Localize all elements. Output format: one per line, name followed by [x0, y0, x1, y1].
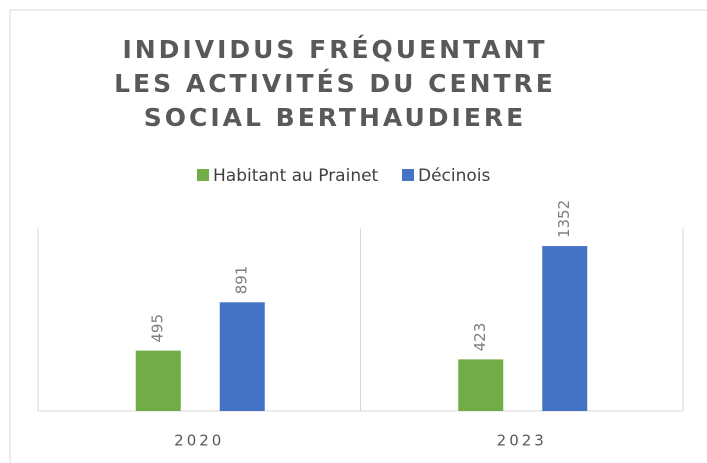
bar	[542, 246, 588, 411]
chart-frame	[9, 9, 707, 463]
bar	[219, 302, 265, 411]
legend-swatch	[197, 169, 209, 181]
legend-label: Habitant au Prainet	[213, 166, 379, 186]
data-label: 1352	[555, 200, 573, 238]
legend-label: Décinois	[418, 166, 491, 186]
bar	[458, 359, 504, 411]
x-tick-label: 2023	[497, 432, 547, 450]
data-label: 891	[233, 266, 251, 295]
chart-title: INDIVIDUS FRÉQUENTANT LES ACTIVITÉS DU C…	[114, 35, 556, 132]
x-tick-label: 2020	[174, 432, 224, 450]
data-label: 495	[149, 314, 167, 343]
data-label: 423	[471, 323, 489, 352]
legend-swatch	[402, 169, 414, 181]
bar	[135, 350, 181, 411]
